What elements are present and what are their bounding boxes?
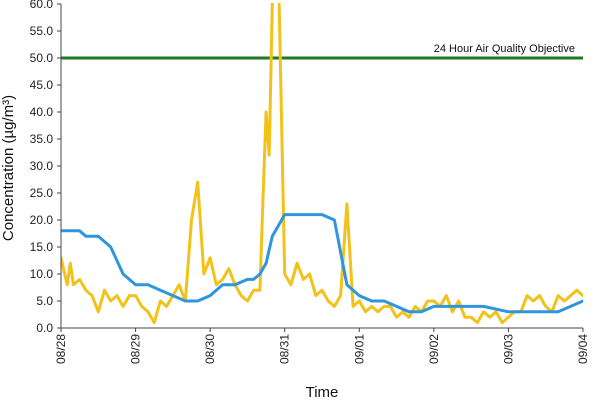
y-tick-label: 15.0 (30, 240, 54, 254)
y-axis-ticks: 0.0 5.0 10.0 15.0 20.0 25.0 30.0 35.0 40.0 45.0 50… (30, 0, 61, 335)
x-tick-label: 09/04 (576, 334, 590, 364)
x-tick-label: 08/31 (278, 334, 292, 364)
series-line-1 (61, 3, 583, 325)
y-tick-label: 30.0 (30, 159, 54, 173)
y-tick-label: 60.0 (30, 0, 54, 11)
x-tick-label: 09/02 (427, 334, 441, 364)
y-tick-label: 40.0 (30, 105, 54, 119)
x-tick-label: 08/28 (54, 334, 68, 364)
y-tick-label: 55.0 (30, 24, 54, 38)
x-tick-label: 09/01 (352, 334, 366, 364)
x-axis-ticks: 08/28 08/29 08/30 08/31 09/01 09/02 09/03 09/04 (54, 328, 590, 364)
y-tick-label: 20.0 (30, 213, 54, 227)
x-tick-label: 08/30 (203, 334, 217, 364)
y-tick-label: 0.0 (36, 321, 53, 335)
y-tick-label: 25.0 (30, 186, 54, 200)
x-tick-label: 09/03 (501, 334, 515, 364)
y-tick-label: 45.0 (30, 78, 54, 92)
air-quality-objective-label: 24 Hour Air Quality Objective (434, 43, 575, 55)
y-tick-label: 5.0 (36, 294, 53, 308)
y-tick-label: 35.0 (30, 132, 54, 146)
y-tick-label: 50.0 (30, 51, 54, 65)
y-tick-label: 10.0 (30, 267, 54, 281)
y-axis-title: Concentration (µg/m³) (0, 95, 17, 241)
x-axis-title: Time (306, 384, 339, 400)
series-group (61, 3, 583, 325)
series-line-2 (61, 213, 583, 314)
x-tick-label: 08/29 (129, 334, 143, 364)
